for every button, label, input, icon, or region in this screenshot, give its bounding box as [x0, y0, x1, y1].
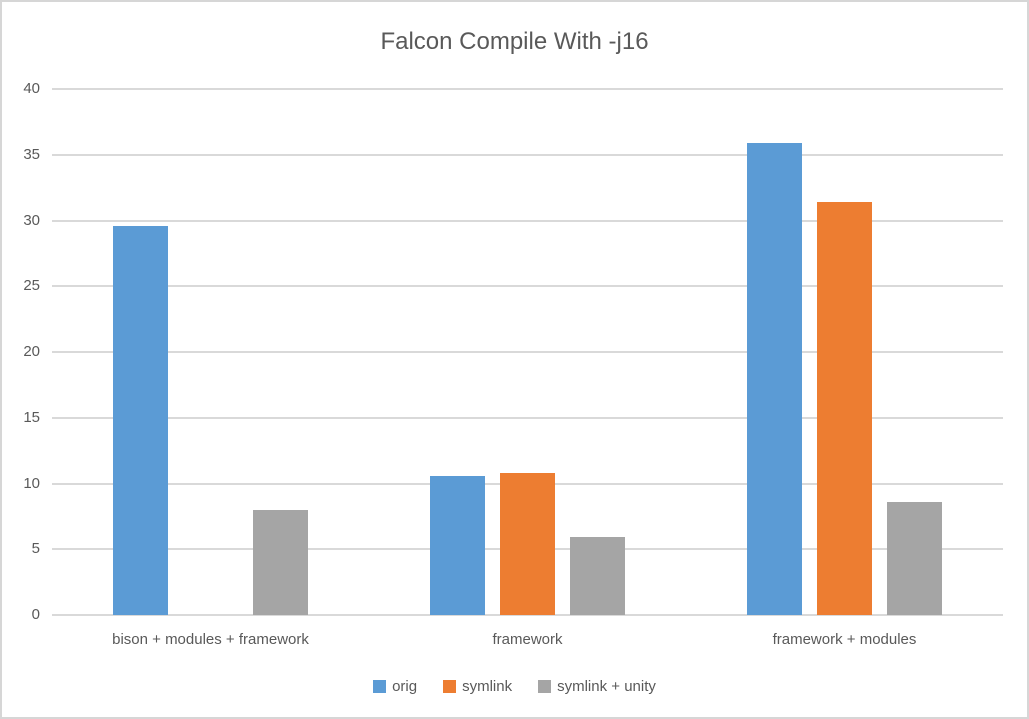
gridline-y-40: [52, 88, 1003, 90]
bar-orig-0: [113, 225, 168, 615]
gridline-y-20: [52, 351, 1003, 353]
legend-item-symlink-unity: symlink + unity: [538, 678, 656, 695]
legend-swatch-icon: [538, 680, 552, 693]
gridline-y-30: [52, 219, 1003, 222]
bar-symlink-1: [500, 472, 555, 615]
gridline-y-15: [52, 416, 1003, 419]
gridline-y-0: [52, 614, 1003, 616]
y-axis-tick-label: 0: [31, 606, 40, 623]
legend-label: symlink: [462, 678, 513, 695]
legend-label: symlink + unity: [557, 678, 656, 695]
bar-orig-2: [747, 142, 802, 615]
gridline-y-35: [52, 153, 1003, 156]
legend-item-symlink: symlink: [443, 678, 512, 695]
gridline-y-25: [52, 285, 1003, 288]
x-axis-category-label: framework: [492, 631, 563, 648]
legend-item-orig: orig: [373, 678, 417, 695]
chart-title: Falcon Compile With -j16: [380, 28, 649, 55]
bar-symlink-unity-2: [887, 501, 942, 615]
bar-symlink-unity-1: [570, 537, 625, 615]
bar-symlink-unity-0: [253, 509, 308, 615]
y-axis-tick-label: 25: [23, 277, 40, 295]
y-axis-tick-label: 15: [23, 408, 40, 426]
y-axis-tick-label: 30: [23, 211, 40, 229]
y-axis-tick-label: 20: [23, 343, 40, 360]
y-axis-tick-label: 10: [23, 474, 40, 492]
legend-swatch-icon: [443, 680, 457, 693]
y-axis-tick-label: 5: [31, 540, 40, 558]
bar-orig-1: [430, 475, 485, 615]
x-axis-category-label: framework + modules: [772, 631, 917, 648]
x-axis-category-label: bison + modules + framework: [112, 631, 309, 648]
legend-swatch-icon: [373, 680, 387, 693]
y-axis-tick-label: 40: [23, 80, 40, 97]
legend: orig symlink symlink + unity: [2, 678, 1027, 695]
y-axis-tick-label: 35: [23, 145, 40, 163]
bar-symlink-2: [817, 202, 872, 615]
legend-label: orig: [392, 678, 418, 695]
